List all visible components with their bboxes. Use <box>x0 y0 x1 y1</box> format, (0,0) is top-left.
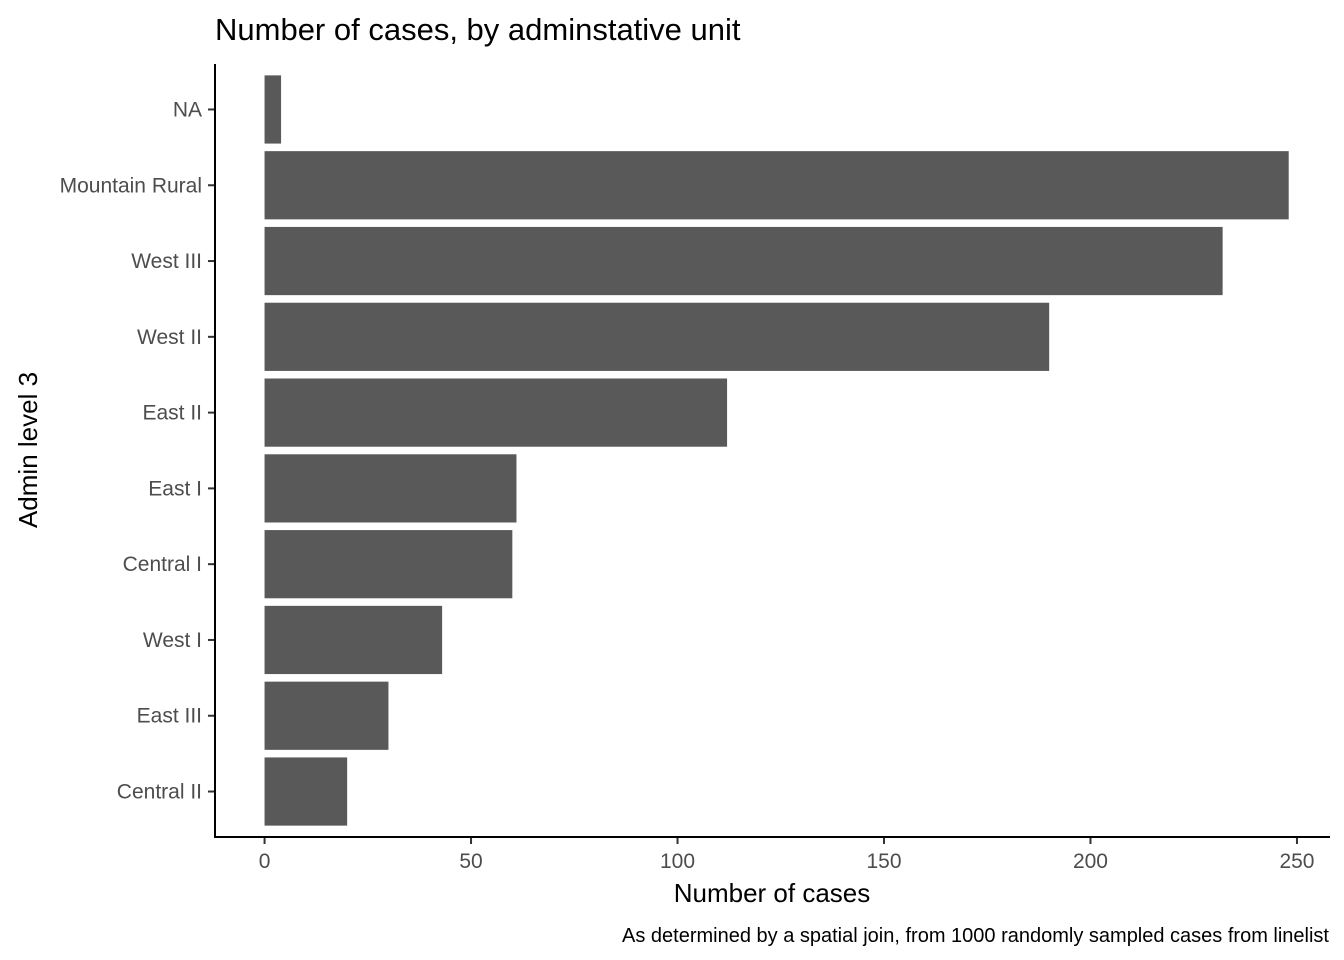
bar <box>264 151 1289 220</box>
bar <box>264 378 728 447</box>
x-tick-label: 100 <box>660 850 695 873</box>
bar <box>264 454 517 523</box>
x-tick-label: 250 <box>1279 850 1314 873</box>
y-tick-label: West I <box>143 629 202 652</box>
bar <box>264 226 1223 296</box>
y-tick-label: West II <box>137 326 202 349</box>
x-tick-label: 200 <box>1073 850 1108 873</box>
bars-group <box>264 75 1289 826</box>
chart-title: Number of cases, by adminstative unit <box>215 12 741 47</box>
y-tick-label: East III <box>137 705 202 728</box>
bar <box>264 302 1050 371</box>
x-tick-label: 50 <box>459 850 482 873</box>
x-axis-ticks: 0 50 100 150 200 250 <box>259 837 1314 873</box>
x-axis-title: Number of cases <box>674 878 871 908</box>
y-tick-label: East I <box>148 477 202 500</box>
y-tick-label: West III <box>131 250 202 273</box>
y-axis-ticks: NA Mountain Rural West III West II East II Ea… <box>60 98 215 804</box>
chart-caption: As determined by a spatial join, from 10… <box>622 925 1329 947</box>
y-tick-label: Central I <box>123 553 202 576</box>
x-tick-label: 0 <box>259 850 271 873</box>
y-axis-title: Admin level 3 <box>13 372 43 528</box>
y-tick-label: Central II <box>117 781 202 804</box>
bar <box>264 530 513 599</box>
bar <box>264 605 443 675</box>
bar <box>264 757 348 826</box>
x-tick-label: 150 <box>866 850 901 873</box>
y-tick-label: Mountain Rural <box>60 174 202 197</box>
bar <box>264 681 389 750</box>
y-tick-label: East II <box>142 402 202 425</box>
bar <box>264 75 282 144</box>
y-tick-label: NA <box>173 98 202 121</box>
